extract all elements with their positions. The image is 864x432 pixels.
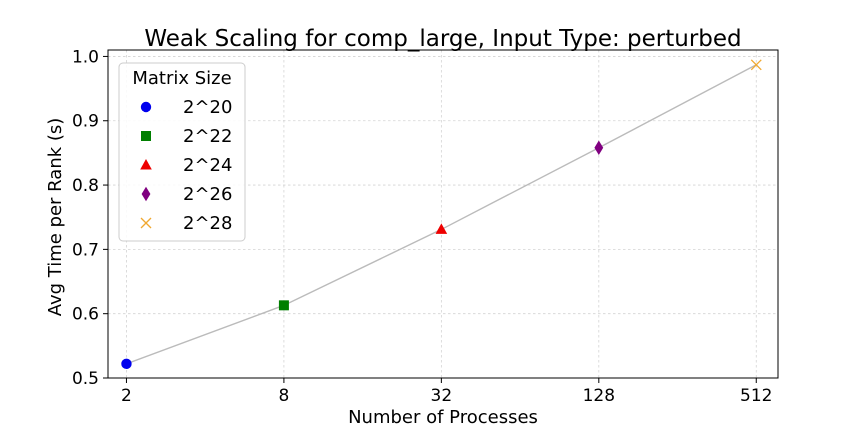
legend-label: 2^24 [183,155,232,176]
legend-label: 2^22 [183,126,232,147]
plot-area-frame [107,49,779,379]
data-point-2-pow-24 [435,223,448,234]
y-tick-label: 0.6 [72,305,99,325]
x-tick-label: 8 [278,386,289,406]
data-point-2-pow-28 [750,59,762,71]
y-tick-label: 0.7 [72,240,99,260]
axis-ticks: 2 8 32 128 512 0.5 0.6 0.7 0.8 0.9 1.0 [72,47,773,406]
y-tick-label: 0.5 [72,369,99,389]
legend-marker-2-pow-26 [141,186,151,202]
legend-items: 2^20 2^22 2^24 2^26 2^28 [140,97,232,234]
y-tick-label: 0.9 [72,112,99,132]
legend-marker-2-pow-20 [140,101,152,113]
x-tick-label: 128 [583,386,615,406]
x-axis-label: Number of Processes [348,407,538,428]
data-points [121,59,762,370]
legend: Matrix Size 2^20 2^22 2^24 2^26 2^28 [118,62,246,242]
y-tick-label: 0.8 [72,176,99,196]
data-point-2-pow-26 [594,140,604,155]
legend-marker-2-pow-22 [141,131,151,141]
y-axis-label: Avg Time per Rank (s) [45,118,66,317]
data-point-2-pow-20 [121,358,132,370]
x-tick-label: 512 [740,386,772,406]
legend-title: Matrix Size [132,68,231,89]
legend-marker-2-pow-24 [140,159,152,170]
x-tick-label: 32 [431,386,453,406]
legend-label: 2^26 [183,184,232,205]
y-tick-label: 1.0 [72,47,99,67]
legend-label: 2^20 [183,97,232,118]
x-tick-label: 2 [121,386,132,406]
legend-marker-2-pow-28 [140,217,152,229]
legend-label: 2^28 [183,213,232,234]
data-point-2-pow-22 [278,300,289,311]
chart-title: Weak Scaling for comp_large, Input Type:… [144,26,741,52]
